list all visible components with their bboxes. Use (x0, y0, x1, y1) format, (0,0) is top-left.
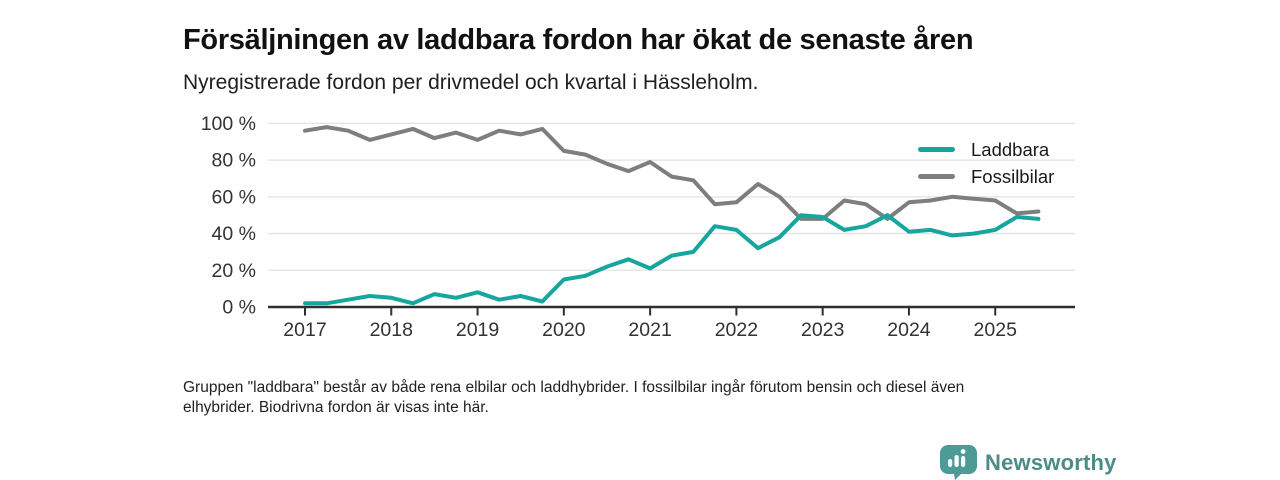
legend-item-fossilbilar: Fossilbilar (918, 163, 1054, 190)
legend-label-laddbara: Laddbara (971, 138, 1050, 160)
legend: Laddbara Fossilbilar (918, 136, 1054, 190)
footnote: Gruppen "laddbara" består av både rena e… (183, 379, 965, 416)
y-tick-label-40: 40 % (212, 223, 256, 245)
x-tick-label-2024: 2024 (887, 319, 931, 341)
newsworthy-logo-icon (940, 445, 977, 480)
legend-item-laddbara: Laddbara (918, 136, 1054, 163)
series-line-fossilbilar (303, 125, 1041, 221)
chart-title: Försäljningen av laddbara fordon har öka… (183, 24, 974, 57)
x-tick-label-2021: 2021 (628, 319, 671, 341)
newsworthy-logo-text: Newsworthy (985, 449, 1117, 475)
x-tick-label-2018: 2018 (370, 319, 413, 341)
x-tick-label-2020: 2020 (542, 319, 586, 341)
x-tick-label-2019: 2019 (456, 319, 499, 341)
laddbara-line-swatch (918, 147, 955, 152)
newsworthy-logo: Newsworthy (940, 445, 1117, 480)
legend-label-fossilbilar: Fossilbilar (971, 165, 1055, 187)
series-line-laddbara (303, 213, 1041, 306)
y-tick-label-100: 100 % (201, 113, 256, 135)
y-tick-label-20: 20 % (212, 260, 256, 282)
line-chart: 0 % 20 % 40 % 60 % 80 % 100 % 2017 2018 2019 2020… (201, 113, 1075, 341)
x-tick-label-2025: 2025 (974, 319, 1018, 341)
chart-subtitle: Nyregistrerade fordon per drivmedel och … (183, 71, 759, 94)
y-tick-label-60: 60 % (212, 186, 256, 208)
y-tick-label-0: 0 % (222, 297, 256, 319)
x-tick-label-2022: 2022 (715, 319, 758, 341)
x-tick-label-2023: 2023 (801, 319, 844, 341)
y-tick-label-80: 80 % (212, 150, 256, 172)
fossilbilar-line-swatch (918, 174, 955, 179)
x-tick-label-2017: 2017 (283, 319, 326, 341)
